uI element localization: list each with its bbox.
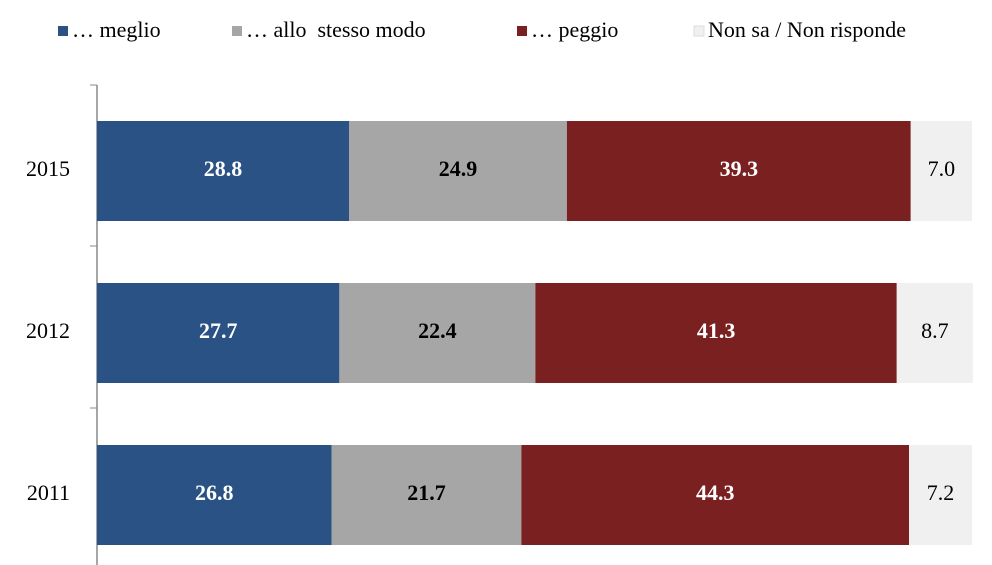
legend-label: … peggio [531, 17, 618, 42]
bar-segment [909, 445, 972, 545]
data-label: 26.8 [195, 480, 234, 505]
bar-segment [349, 121, 567, 221]
bar-segment [521, 445, 909, 545]
legend-label: Non sa / Non risponde [708, 17, 906, 42]
bar-segment [535, 283, 897, 383]
data-label: 7.2 [927, 480, 955, 505]
bar-segment [331, 445, 522, 545]
legend-swatch [693, 25, 705, 37]
y-tick-label: 2012 [26, 318, 70, 343]
data-label: 8.7 [921, 318, 949, 343]
bar-segment [97, 445, 332, 545]
data-label: 21.7 [407, 480, 446, 505]
legend-swatch [517, 26, 527, 36]
axis-ticks [90, 84, 97, 409]
y-tick-label: 2015 [26, 156, 70, 181]
bar-segment [339, 283, 536, 383]
bar-segment [97, 283, 340, 383]
legend-label: … meglio [72, 17, 161, 42]
legend-swatch [58, 26, 68, 36]
legend-swatch [232, 26, 242, 36]
data-label: 39.3 [720, 156, 759, 181]
data-label: 22.4 [418, 318, 457, 343]
legend-label: … allo stesso modo [246, 17, 426, 42]
data-label: 44.3 [696, 480, 735, 505]
bar-segment [896, 283, 973, 383]
y-tick-label: 2011 [27, 480, 70, 505]
bar-segment [566, 121, 911, 221]
data-label: 24.9 [439, 156, 478, 181]
data-label: 7.0 [928, 156, 956, 181]
data-label: 41.3 [697, 318, 736, 343]
bar-segment [910, 121, 972, 221]
data-label: 27.7 [199, 318, 238, 343]
data-label: 28.8 [204, 156, 243, 181]
bar-segment [97, 121, 349, 221]
